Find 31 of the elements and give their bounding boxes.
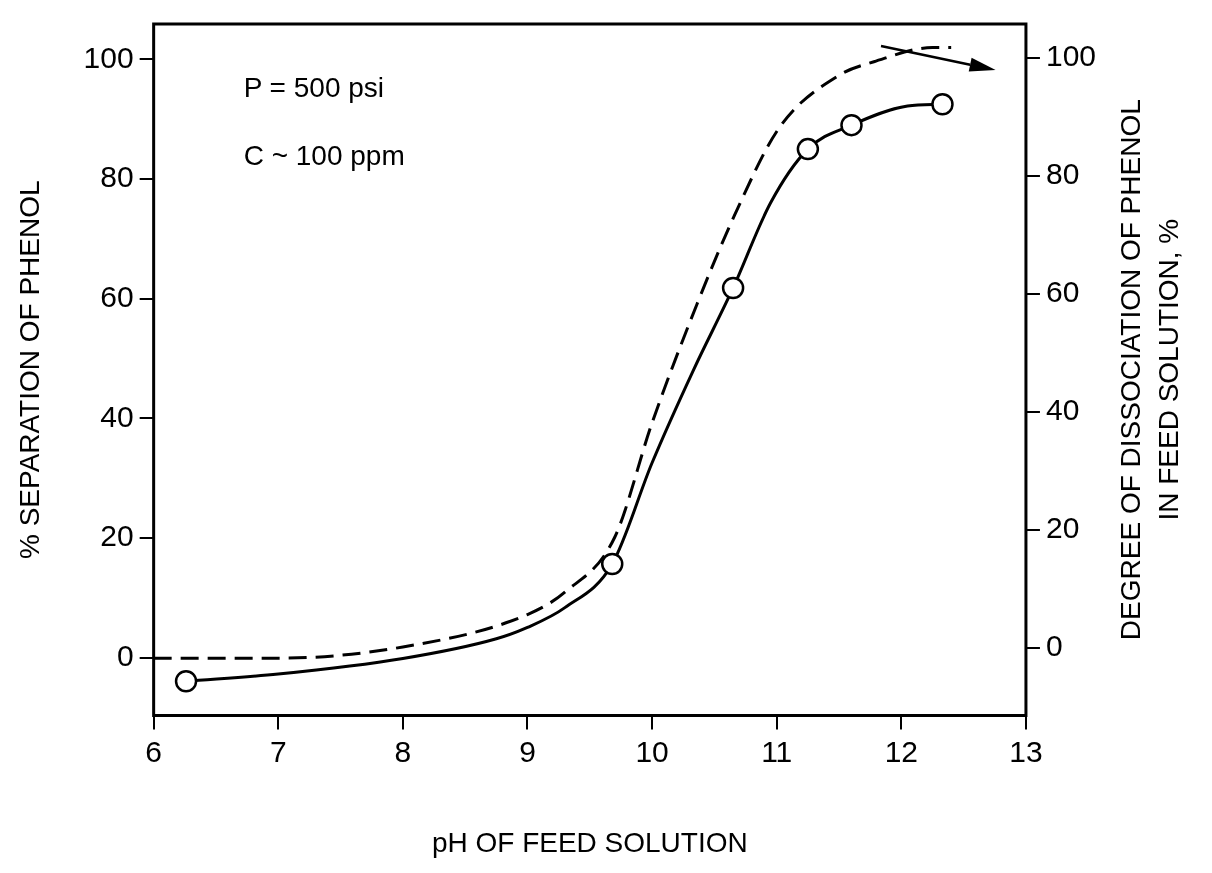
x-tick-label: 13 (1009, 734, 1043, 768)
point (600, 552, 624, 576)
x-tick-label: 8 (394, 734, 412, 768)
point (796, 137, 820, 161)
x-tick-label: 10 (635, 734, 669, 768)
y-axis-title: % SEPARATION OF PHENOL (13, 180, 45, 559)
point (174, 670, 198, 693)
y-tick-label: 0 (116, 639, 134, 673)
y2-tick-label: 20 (1045, 511, 1080, 545)
y2-tick-label: 80 (1045, 157, 1080, 191)
point (840, 113, 863, 137)
y2-axis-title: DEGREE OF DISSOCIATION OF PHENOL IN FEED SOLUTION, % (1114, 99, 1184, 641)
x-tick-label: 12 (884, 734, 919, 768)
x-axis-title: pH OF FEED SOLUTION (431, 826, 748, 858)
y-tick-label: 80 (100, 160, 134, 194)
annotation: P = 500 psi (243, 71, 385, 103)
y-tick-label: 20 (100, 519, 134, 553)
y-tick-label: 100 (83, 40, 134, 74)
y2-tick-label: 40 (1045, 393, 1080, 427)
y2-tick-label: 100 (1045, 39, 1097, 73)
y-tick-label: 60 (100, 280, 134, 314)
point (931, 92, 954, 116)
x-tick-label: 9 (519, 734, 536, 768)
y2-tick-label: 60 (1045, 275, 1080, 309)
x-tick-label: 6 (145, 734, 162, 768)
x-tick-label: 7 (269, 734, 287, 768)
y2-tick-label: 0 (1045, 629, 1063, 663)
annotation: C ~ 100 ppm (243, 139, 405, 171)
x-tick-label: 11 (761, 734, 793, 768)
y-tick-label: 40 (100, 399, 134, 433)
point (721, 276, 745, 300)
